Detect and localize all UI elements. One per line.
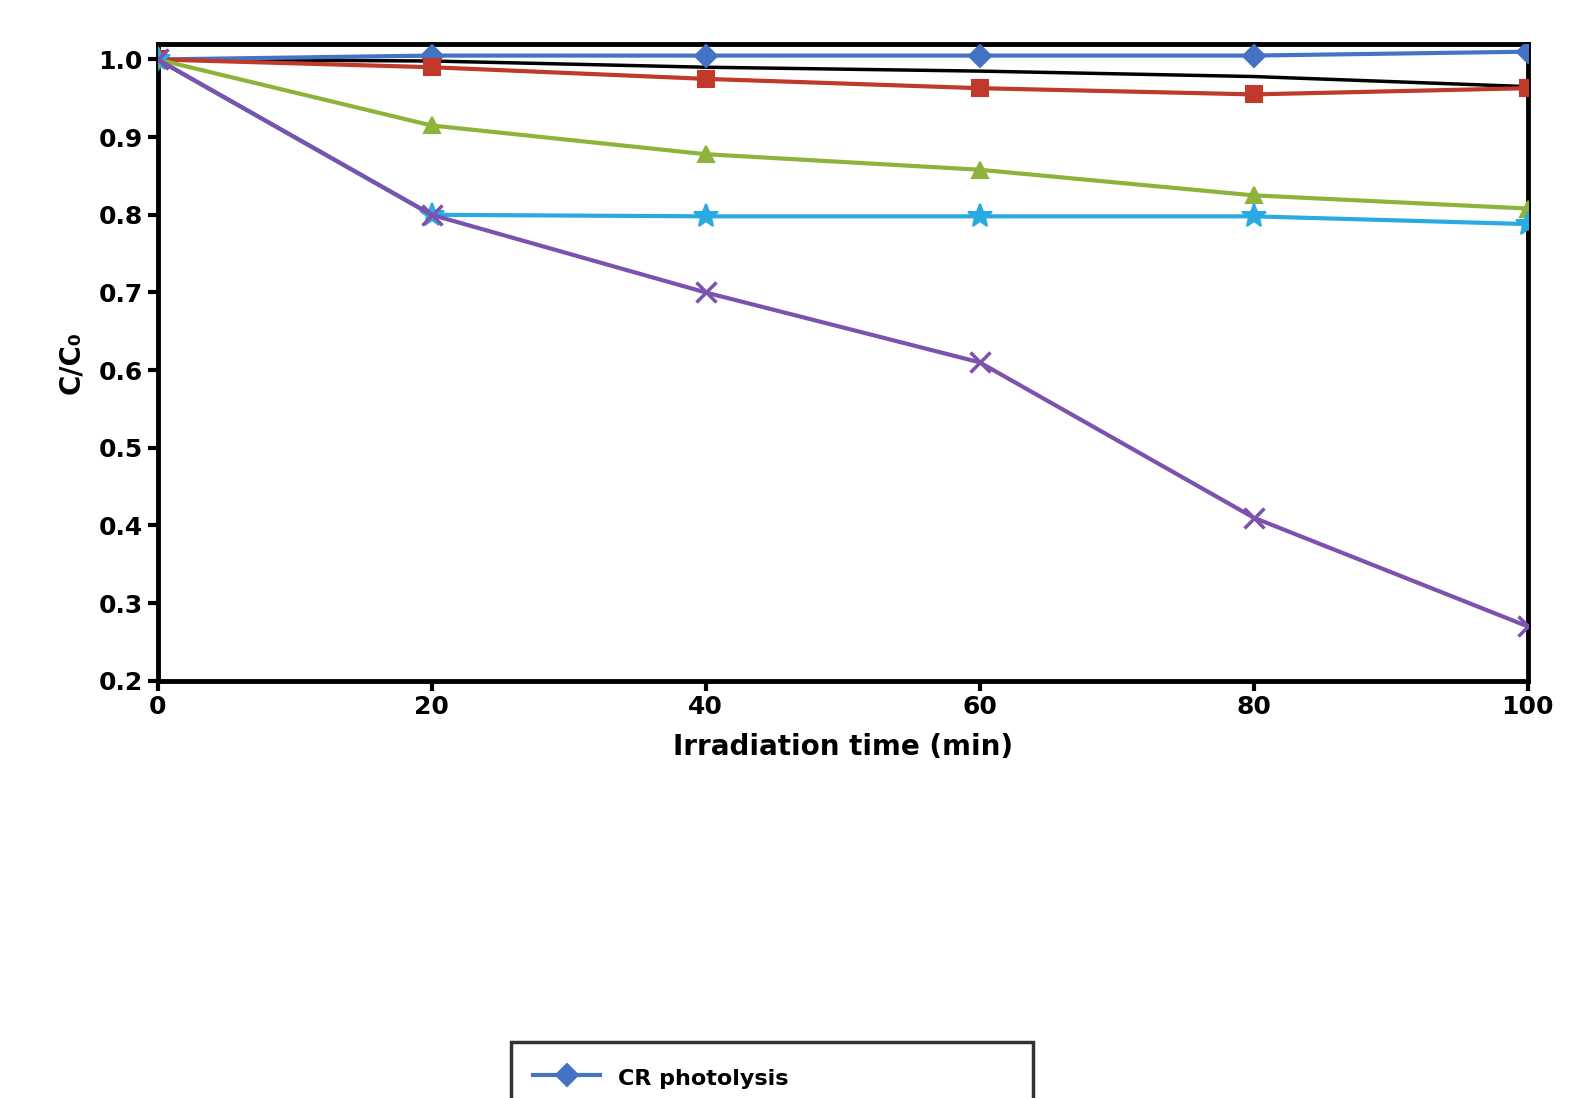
CR photolysis [970, 49, 989, 63]
CR photolysis [422, 49, 441, 63]
CR/CeO2/UVA [970, 164, 989, 177]
Line: CR/CeO2/UVA: CR/CeO2/UVA [150, 52, 1536, 217]
CR/CuBi2O4/UVA [1518, 81, 1537, 94]
CR photolysis [1244, 49, 1263, 63]
CR/CuBi2O4/UVA [422, 60, 441, 74]
CR/(30wt % CuBi2O4-CeO2/UVA [148, 53, 167, 66]
CR/(30wt % CuBi2O4-CeO2/UVA [1518, 619, 1537, 632]
Line: CR/(30wt % CuBi2O4-CeO2/UVA: CR/(30wt % CuBi2O4-CeO2/UVA [148, 49, 1537, 636]
Y-axis label: C/C₀: C/C₀ [57, 330, 85, 394]
Line: CR/(30 wt%) CuBi2O4-CeO2: CR/(30 wt%) CuBi2O4-CeO2 [145, 47, 1540, 236]
CR/(30wt % CuBi2O4-CeO2/UVA [696, 285, 715, 299]
CR photolysis [148, 53, 167, 66]
CR/(30 wt%) CuBi2O4-CeO2 [422, 209, 441, 222]
CR/(30wt % CuBi2O4-CeO2/UVA [1244, 511, 1263, 524]
CR/CeO2/UVA [1244, 189, 1263, 202]
CR/CeO2/UVA [422, 119, 441, 132]
CR photolysis [696, 49, 715, 63]
X-axis label: Irradiation time (min): Irradiation time (min) [673, 733, 1013, 761]
CR/(30 wt%) CuBi2O4-CeO2 [1518, 217, 1537, 231]
CR/CeO2/UVA [696, 147, 715, 160]
CR/CuBi2O4/UVA [1244, 88, 1263, 101]
Legend: CR photolysis, CR/CuBi2O4/UVA, CR/CeO2/UVA, CR/(30 wt%) CuBi2O4-CeO2, CR/(30wt %: CR photolysis, CR/CuBi2O4/UVA, CR/CeO2/U… [512, 1042, 1033, 1098]
CR/CuBi2O4/UVA [970, 81, 989, 94]
CR/CuBi2O4/UVA [696, 72, 715, 86]
Line: CR photolysis: CR photolysis [150, 44, 1536, 67]
CR/(30 wt%) CuBi2O4-CeO2 [148, 53, 167, 66]
Line: CR/CuBi2O4/UVA: CR/CuBi2O4/UVA [150, 52, 1536, 102]
CR/CeO2/UVA [148, 53, 167, 66]
CR/(30 wt%) CuBi2O4-CeO2 [1244, 210, 1263, 223]
CR/CuBi2O4/UVA [148, 53, 167, 66]
CR/(30 wt%) CuBi2O4-CeO2 [970, 210, 989, 223]
CR/(30wt % CuBi2O4-CeO2/UVA [970, 356, 989, 369]
CR/(30wt % CuBi2O4-CeO2/UVA [422, 209, 441, 222]
CR photolysis [1518, 45, 1537, 58]
CR/CeO2/UVA [1518, 202, 1537, 215]
CR/(30 wt%) CuBi2O4-CeO2 [696, 210, 715, 223]
